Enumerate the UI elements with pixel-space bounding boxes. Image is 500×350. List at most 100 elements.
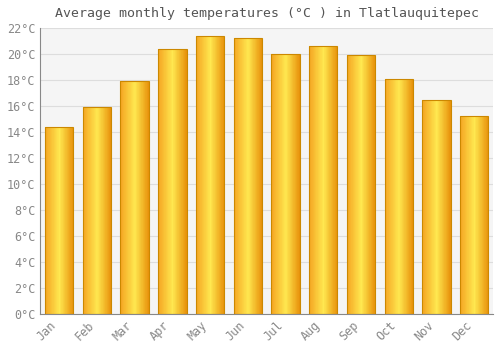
Bar (182, 49, 183, 314)
Bar (210, 36, 211, 314)
Bar (106, 107, 107, 314)
Bar (441, 99, 442, 314)
Bar (392, 79, 393, 314)
Bar (222, 36, 223, 314)
Bar (426, 99, 427, 314)
Bar (162, 49, 164, 314)
Bar (287, 54, 288, 314)
Bar (365, 55, 366, 314)
Bar (437, 99, 438, 314)
Bar (139, 81, 140, 314)
Bar (213, 36, 214, 314)
Bar (322, 46, 324, 314)
Bar (145, 81, 146, 314)
Bar (216, 36, 217, 314)
Bar (407, 79, 408, 314)
Bar (126, 81, 128, 314)
Bar (160, 49, 161, 314)
Bar (317, 46, 318, 314)
Bar (60, 127, 61, 314)
Bar (462, 117, 463, 314)
Bar (358, 55, 360, 314)
Bar (294, 54, 295, 314)
Bar (296, 54, 297, 314)
Bar (249, 38, 250, 314)
Bar (109, 107, 110, 314)
Bar (367, 55, 368, 314)
Bar (335, 46, 336, 314)
Bar (325, 46, 326, 314)
Bar (368, 55, 369, 314)
Bar (282, 54, 284, 314)
Bar (70, 127, 71, 314)
Bar (320, 46, 321, 314)
Bar (244, 38, 245, 314)
Bar (408, 79, 409, 314)
Bar (402, 79, 404, 314)
Bar (484, 117, 485, 314)
Bar (442, 99, 444, 314)
Bar (276, 54, 277, 314)
Bar (464, 117, 465, 314)
Bar (185, 49, 186, 314)
Bar (69, 127, 70, 314)
Bar (68, 127, 69, 314)
Bar (178, 49, 179, 314)
Bar (430, 99, 431, 314)
Bar (56, 127, 57, 314)
Bar (423, 99, 424, 314)
Bar (347, 55, 348, 314)
Bar (54, 127, 55, 314)
Bar (328, 46, 329, 314)
Bar (279, 54, 280, 314)
Bar (395, 79, 396, 314)
Bar (424, 99, 425, 314)
Bar (295, 54, 296, 314)
Bar (364, 55, 365, 314)
Bar (356, 55, 357, 314)
Bar (72, 127, 73, 314)
Bar (211, 36, 212, 314)
Bar (251, 38, 252, 314)
Bar (88, 107, 89, 314)
Bar (401, 79, 402, 314)
Bar (236, 38, 237, 314)
Bar (397, 79, 398, 314)
Bar (351, 55, 352, 314)
Bar (370, 55, 371, 314)
Bar (250, 38, 251, 314)
Bar (314, 46, 315, 314)
Bar (297, 54, 298, 314)
Bar (132, 81, 133, 314)
Bar (330, 46, 331, 314)
Bar (120, 81, 121, 314)
Bar (134, 81, 135, 314)
Bar (473, 117, 474, 314)
Bar (136, 81, 137, 314)
Bar (84, 107, 85, 314)
Bar (384, 79, 385, 314)
Bar (327, 46, 328, 314)
Bar (422, 99, 450, 314)
Bar (411, 79, 412, 314)
Bar (96, 107, 97, 314)
Bar (234, 38, 235, 314)
Bar (389, 79, 390, 314)
Bar (362, 55, 364, 314)
Bar (384, 79, 413, 314)
Bar (348, 55, 349, 314)
Bar (240, 38, 241, 314)
Bar (447, 99, 448, 314)
Bar (354, 55, 355, 314)
Bar (103, 107, 104, 314)
Bar (122, 81, 124, 314)
Bar (176, 49, 177, 314)
Bar (311, 46, 312, 314)
Bar (183, 49, 184, 314)
Bar (361, 55, 362, 314)
Bar (66, 127, 67, 314)
Bar (52, 127, 53, 314)
Bar (472, 117, 473, 314)
Bar (357, 55, 358, 314)
Bar (329, 46, 330, 314)
